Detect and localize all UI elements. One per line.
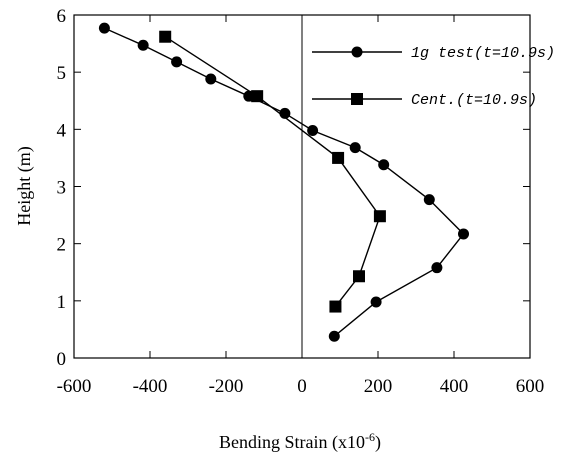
y-tick-label: 4 [57,120,67,141]
data-point-circle [98,22,110,34]
y-tick-label: 1 [57,292,67,313]
legend-label: 1g test(t=10.9s) [411,45,555,62]
legend-entry-1: 1g test(t=10.9s) [312,45,555,62]
data-point-circle [370,296,382,308]
x-axis-title: Bending Strain (x10-6) [219,430,381,453]
y-tick-label: 6 [57,6,67,27]
x-axis-title-superscript: -6 [365,430,375,444]
data-point-circle [307,124,319,136]
data-point-circle [137,39,149,51]
x-tick-label: -400 [133,376,168,397]
x-tick-label: -200 [209,376,244,397]
series-1 [98,22,469,342]
legend-marker-circle [351,46,363,58]
series-line [104,27,465,337]
data-point-square [353,270,365,283]
data-point-square [373,210,386,223]
series-2 [159,30,386,313]
plot-layer [73,14,531,359]
data-point-square [251,90,264,103]
x-tick-label: 0 [297,376,307,397]
series-line [164,36,381,307]
data-point-circle [171,56,183,68]
data-point-square [159,30,172,43]
y-tick-label: 3 [57,178,67,199]
y-tick-label: 0 [57,349,67,370]
x-axis-title-main: Bending Strain (x10 [219,432,365,453]
x-tick-label: 400 [440,376,469,397]
series-layer [98,22,469,342]
legend-label: Cent.(t=10.9s) [411,92,537,109]
data-point-circle [431,262,443,274]
x-tick-label: 200 [364,376,393,397]
x-tick-label: 600 [516,376,545,397]
x-tick-label: -600 [57,376,92,397]
legend: 1g test(t=10.9s) Cent.(t=10.9s) [312,45,555,109]
data-point-circle [458,228,469,240]
x-axis-title-suffix: ) [375,432,381,453]
data-point-circle [378,159,390,171]
y-tick-label: 5 [57,63,67,84]
data-point-circle [423,194,435,206]
data-point-square [329,300,342,313]
data-point-circle [349,142,361,154]
y-tick-label: 2 [57,235,67,256]
ticks-layer: -600 -400 -200 0 200 400 600 0 1 2 3 4 5 6 [57,6,545,397]
legend-entry-2: Cent.(t=10.9s) [312,92,537,109]
data-point-circle [328,330,340,342]
legend-marker-square [351,93,363,105]
y-axis-title: Height (m) [14,146,35,225]
data-point-square [332,151,345,164]
data-point-circle [205,73,217,85]
